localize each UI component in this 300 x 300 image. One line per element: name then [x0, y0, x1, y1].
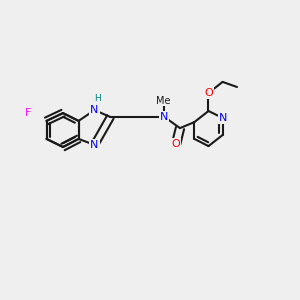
Text: O: O [172, 139, 181, 149]
Text: H: H [94, 94, 101, 103]
Text: O: O [204, 88, 213, 98]
Text: N: N [218, 113, 227, 123]
Text: Me: Me [156, 95, 170, 106]
Text: N: N [160, 112, 169, 122]
Text: N: N [90, 105, 99, 115]
Text: N: N [90, 140, 99, 150]
Text: F: F [25, 108, 32, 118]
